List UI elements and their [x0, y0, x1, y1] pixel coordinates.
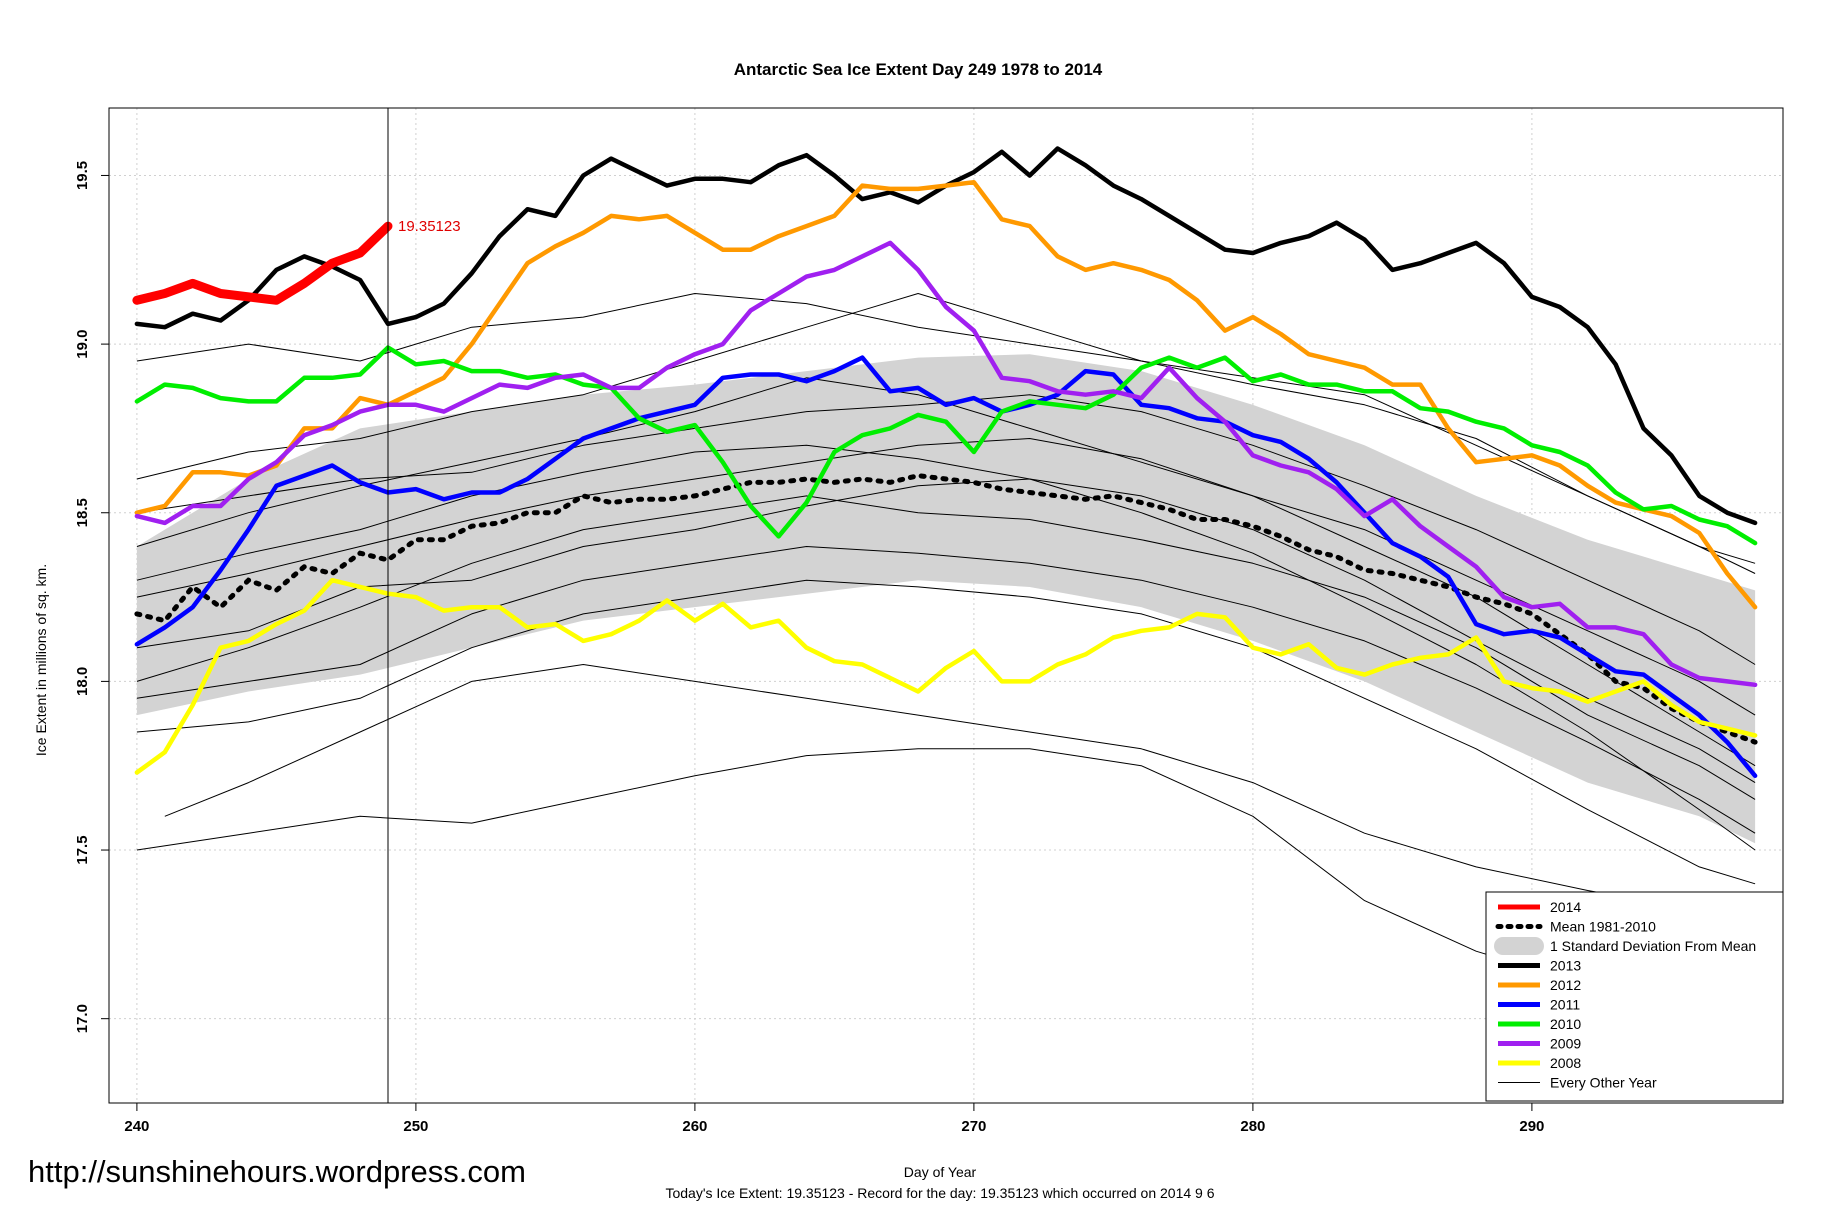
x-tick-label: 290 — [1519, 1118, 1544, 1135]
series-line-every-other-year — [136, 495, 1756, 800]
legend: 2014 Mean 1981-2010 1 Standard Deviation F… — [1485, 891, 1784, 1102]
series-line-every-other-year — [136, 444, 1756, 851]
x-tick-label: 250 — [403, 1118, 428, 1135]
series-line-2008 — [134, 577, 1758, 775]
series-line-2010 — [134, 345, 1758, 546]
legend-label: 2008 — [1550, 1055, 1581, 1071]
legend-label: Every Other Year — [1550, 1075, 1657, 1091]
std-dev-band-layer — [136, 354, 1756, 844]
x-tick-label: 260 — [682, 1118, 707, 1135]
legend-box — [1485, 891, 1784, 1102]
std-dev-band — [136, 354, 1756, 844]
x-tick-label: 270 — [961, 1118, 986, 1135]
legend-label: 2010 — [1550, 1016, 1581, 1032]
series-line-2012 — [134, 179, 1758, 610]
legend-label: 2014 — [1550, 899, 1581, 915]
legend-label: 2011 — [1550, 997, 1580, 1013]
legend-label: 2012 — [1550, 977, 1581, 993]
legend-label: 2013 — [1550, 958, 1581, 974]
x-tick-label: 280 — [1240, 1118, 1265, 1135]
series-line-2011 — [134, 355, 1758, 779]
x-axis-label: Day of Year — [904, 1164, 977, 1180]
series-line-every-other-year — [136, 546, 1756, 834]
y-tick-label: 17.0 — [74, 1004, 91, 1033]
watermark-url: http://sunshinehours.wordpress.com — [28, 1154, 526, 1189]
chart-title: Antarctic Sea Ice Extent Day 249 1978 to… — [734, 60, 1103, 79]
y-tick-label: 18.5 — [74, 498, 91, 527]
y-tick-label: 18.0 — [74, 667, 91, 696]
plot-frame — [108, 107, 1784, 1104]
series-line-every-other-year — [136, 293, 1756, 574]
y-tick-label: 19.5 — [74, 161, 91, 190]
legend-swatch-band — [1494, 937, 1544, 955]
x-axis-ticks: 240 250 260 270 280 290 — [124, 1103, 1544, 1135]
legend-label: 1 Standard Deviation From Mean — [1550, 938, 1756, 954]
legend-label: 2009 — [1550, 1036, 1581, 1052]
series-line-2014 — [132, 221, 393, 305]
y-tick-label: 17.5 — [74, 835, 91, 864]
y-tick-label: 19.0 — [74, 330, 91, 359]
series-line-mean — [134, 473, 1758, 745]
last-value-label: 19.35123 — [398, 218, 461, 235]
x-tick-label: 240 — [124, 1118, 149, 1135]
series-line-every-other-year — [136, 293, 1756, 564]
y-axis-ticks: 17.0 17.5 18.0 18.5 19.0 19.5 — [74, 161, 109, 1033]
series-line-every-other-year — [136, 579, 1756, 885]
chart-subtitle: Today's Ice Extent: 19.35123 - Record fo… — [665, 1185, 1214, 1201]
y-axis-label: Ice Extent in millions of sq. km. — [33, 564, 49, 756]
series-line-2009 — [134, 240, 1758, 688]
series-line-every-other-year — [164, 664, 1756, 925]
legend-label: Mean 1981-2010 — [1550, 919, 1656, 935]
